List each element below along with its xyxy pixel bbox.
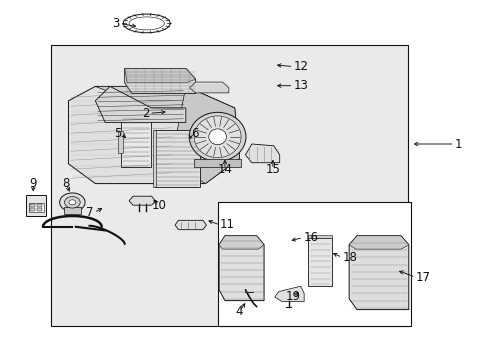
- Polygon shape: [189, 82, 228, 93]
- Bar: [30, 204, 35, 207]
- Polygon shape: [124, 68, 195, 83]
- Bar: [121, 113, 150, 167]
- Text: 5: 5: [114, 127, 121, 140]
- Bar: [29, 203, 43, 212]
- Polygon shape: [245, 144, 279, 163]
- Text: 4: 4: [235, 305, 243, 318]
- Text: 10: 10: [151, 199, 166, 212]
- Text: 12: 12: [293, 60, 308, 73]
- Bar: [307, 238, 331, 286]
- Bar: [26, 195, 46, 216]
- Text: 9: 9: [29, 177, 37, 190]
- Polygon shape: [68, 86, 239, 184]
- Text: 19: 19: [285, 291, 300, 303]
- Ellipse shape: [194, 116, 241, 158]
- Text: 7: 7: [86, 206, 94, 219]
- Ellipse shape: [60, 193, 85, 212]
- Ellipse shape: [69, 200, 76, 205]
- Polygon shape: [129, 196, 155, 205]
- Bar: [154, 130, 200, 187]
- Polygon shape: [124, 68, 195, 94]
- Bar: [194, 159, 241, 167]
- Bar: [307, 235, 331, 238]
- Text: 18: 18: [342, 251, 356, 264]
- Ellipse shape: [208, 129, 226, 145]
- Text: 3: 3: [112, 17, 120, 30]
- Polygon shape: [274, 286, 304, 302]
- Text: 16: 16: [303, 231, 318, 244]
- Ellipse shape: [123, 14, 170, 33]
- Ellipse shape: [129, 17, 164, 30]
- Ellipse shape: [64, 197, 80, 208]
- Polygon shape: [171, 86, 239, 184]
- Bar: [118, 131, 123, 153]
- Bar: [37, 208, 41, 211]
- Bar: [37, 204, 41, 207]
- Text: 15: 15: [265, 163, 280, 176]
- Polygon shape: [219, 236, 264, 249]
- Polygon shape: [219, 236, 264, 301]
- Bar: [217, 202, 410, 326]
- Text: 1: 1: [454, 138, 461, 150]
- Polygon shape: [348, 236, 408, 310]
- Bar: [152, 130, 156, 187]
- Polygon shape: [95, 86, 234, 108]
- Ellipse shape: [189, 112, 245, 161]
- Bar: [63, 207, 81, 214]
- Polygon shape: [348, 236, 408, 249]
- Text: 17: 17: [415, 271, 430, 284]
- Text: 13: 13: [293, 79, 307, 92]
- Text: 8: 8: [62, 177, 70, 190]
- Text: 2: 2: [142, 107, 149, 120]
- Polygon shape: [95, 86, 185, 122]
- Text: 14: 14: [217, 163, 232, 176]
- Text: 6: 6: [190, 127, 198, 140]
- Bar: [51, 45, 407, 326]
- Bar: [30, 208, 35, 211]
- Polygon shape: [175, 220, 206, 230]
- Text: 11: 11: [220, 219, 235, 231]
